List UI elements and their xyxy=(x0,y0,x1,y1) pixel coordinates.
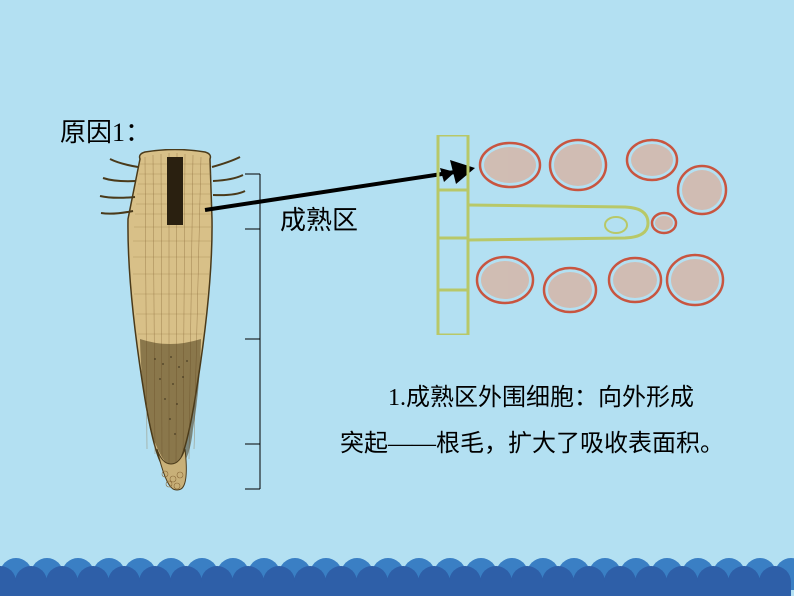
wave-scallop xyxy=(108,566,140,596)
wave-scallop xyxy=(635,566,667,596)
wave-scallop xyxy=(15,566,47,596)
wave-scallop xyxy=(170,566,202,596)
wave-scallop xyxy=(728,566,760,596)
wave-scallop xyxy=(511,566,543,596)
reason-title: 原因1： xyxy=(60,112,151,149)
wave-scallop xyxy=(387,566,419,596)
wave-scallop xyxy=(294,566,326,596)
wave-scallop xyxy=(449,566,481,596)
wave-scallop xyxy=(480,566,512,596)
wave-scallop xyxy=(77,566,109,596)
wave-scallop xyxy=(0,566,16,596)
wave-scallop xyxy=(263,566,295,596)
wave-scallop xyxy=(418,566,450,596)
wave-scallop xyxy=(604,566,636,596)
wave-scallop xyxy=(201,566,233,596)
wave-scallop xyxy=(356,566,388,596)
maturation-zone-label: 成熟区 xyxy=(280,200,358,237)
wave-scallop xyxy=(232,566,264,596)
text-line-2: 突起——根毛，扩大了吸收表面积。 xyxy=(340,422,770,468)
wave-border xyxy=(0,558,794,596)
wave-scallop xyxy=(697,566,729,596)
wave-scallop xyxy=(759,566,791,596)
wave-scallop xyxy=(573,566,605,596)
root-tip-diagram xyxy=(85,149,285,499)
wave-scallop xyxy=(139,566,171,596)
wave-scallop xyxy=(542,566,574,596)
wave-scallop xyxy=(325,566,357,596)
root-hair-cell-diagram xyxy=(420,135,735,335)
explanation-text: 1.成熟区外围细胞：向外形成 突起——根毛，扩大了吸收表面积。 xyxy=(340,376,770,467)
text-line-1: 1.成熟区外围细胞：向外形成 xyxy=(340,376,770,422)
wave-scallop xyxy=(46,566,78,596)
wave-scallop xyxy=(666,566,698,596)
